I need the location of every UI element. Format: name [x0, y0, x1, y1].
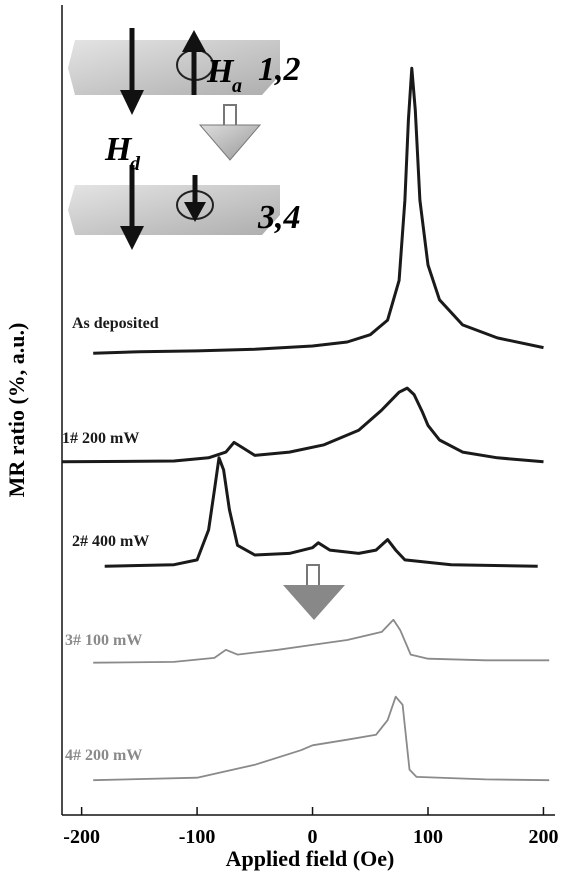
mr-curve [93, 695, 550, 782]
strip [68, 40, 280, 95]
annotation: 1,2 [258, 51, 301, 88]
strip [68, 185, 280, 235]
series-label: 3# 100 mW [65, 632, 142, 649]
annotation: a [232, 75, 242, 97]
mr-curve [61, 386, 544, 464]
annotation: 3,4 [257, 199, 301, 236]
arrow-head [120, 90, 144, 115]
x-tick-label: -200 [63, 826, 100, 848]
mr-curve [104, 456, 538, 568]
inset: H a 1,2 H d 3,4 [68, 28, 345, 620]
series-label: 4# 200 mW [65, 747, 142, 764]
x-axis-label: Applied field (Oe) [226, 846, 395, 871]
hollow-arrow [198, 124, 262, 161]
arrow-head [120, 226, 144, 250]
y-axis-label: MR ratio (%, a.u.) [4, 323, 29, 498]
series-label: 1# 200 mW [62, 430, 139, 447]
arrow-head [182, 30, 206, 52]
hollow-arrow [283, 585, 345, 620]
x-tick-label: -100 [179, 826, 216, 848]
arrow-head [184, 202, 206, 222]
x-tick-label: 200 [528, 826, 558, 848]
series-label: 2# 400 mW [72, 533, 149, 550]
mr-curve [93, 618, 550, 664]
annotation: d [130, 153, 141, 175]
mr-curve [93, 66, 544, 355]
hollow-arrow [306, 564, 320, 588]
annotation: H [206, 53, 235, 90]
hollow-arrow [223, 104, 237, 128]
x-tick-label: 0 [308, 826, 318, 848]
x-tick-label: 100 [413, 826, 443, 848]
annotation: H [104, 131, 133, 168]
series-label: As deposited [72, 315, 159, 332]
